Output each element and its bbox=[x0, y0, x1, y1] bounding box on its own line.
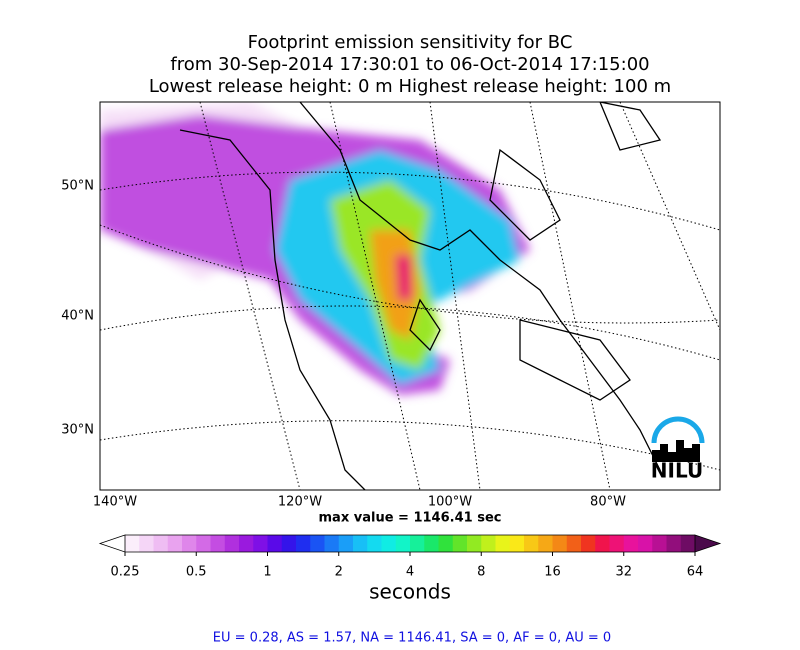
colorbar-tick-label: 8 bbox=[477, 565, 485, 580]
map-area bbox=[100, 102, 720, 490]
graticule bbox=[100, 102, 720, 490]
colorbar-label: seconds bbox=[369, 580, 451, 604]
colorbar-tick-label: 1 bbox=[263, 565, 271, 580]
colorbar-segment bbox=[623, 535, 639, 552]
colorbar-segment bbox=[324, 535, 340, 552]
colorbar-segment bbox=[666, 535, 682, 552]
colorbar-segment bbox=[281, 535, 297, 552]
colorbar-tick-label: 16 bbox=[544, 565, 561, 580]
lat-label: 50°N bbox=[61, 179, 94, 194]
colorbar-segment bbox=[310, 535, 325, 552]
nilu-logo: NILU bbox=[651, 416, 705, 483]
coastline bbox=[179, 102, 662, 490]
colorbar-segment bbox=[638, 535, 653, 552]
colorbar-segment bbox=[410, 535, 425, 552]
colorbar-over bbox=[694, 534, 722, 553]
lon-label: 140°W bbox=[93, 495, 137, 510]
colorbar: 0.25 0.5 1 2 4 8 16 32 64 bbox=[98, 534, 722, 580]
lon-label: 80°W bbox=[590, 495, 626, 510]
colorbar-segment bbox=[253, 535, 268, 552]
title-line: Lowest release height: 0 m Highest relea… bbox=[149, 76, 671, 97]
colorbar-segment bbox=[381, 535, 397, 552]
footer: EU = 0.28, AS = 1.57, NA = 1146.41, SA =… bbox=[213, 631, 611, 646]
colorbar-tick-label: 0.5 bbox=[186, 565, 207, 580]
colorbar-segment bbox=[239, 535, 254, 552]
colorbar-segment bbox=[452, 535, 468, 552]
colorbar-segment bbox=[538, 535, 553, 552]
colorbar-segment bbox=[609, 535, 625, 552]
colorbar-segment bbox=[338, 535, 354, 552]
colorbar-under bbox=[98, 534, 126, 553]
colorbar-segment bbox=[438, 535, 454, 552]
colorbar-segment bbox=[566, 535, 582, 552]
colorbar-segment bbox=[467, 535, 482, 552]
lat-label: 30°N bbox=[61, 423, 94, 438]
colorbar-segment bbox=[267, 535, 283, 552]
colorbar-segment bbox=[595, 535, 610, 552]
colorbar-segment bbox=[224, 535, 240, 552]
lat-label: 40°N bbox=[61, 309, 94, 324]
colorbar-tick-label: 32 bbox=[615, 565, 632, 580]
colorbar-segment bbox=[524, 535, 539, 552]
colorbar-segment bbox=[552, 535, 568, 552]
colorbar-segment bbox=[652, 535, 667, 552]
colorbar-segment bbox=[353, 535, 368, 552]
colorbar-segment bbox=[153, 535, 169, 552]
colorbar-segment bbox=[581, 535, 596, 552]
max-value: max value = 1146.41 sec bbox=[319, 511, 502, 526]
title-line: Footprint emission sensitivity for BC bbox=[248, 32, 573, 53]
colorbar-segment bbox=[125, 535, 140, 552]
colorbar-tick-label: 2 bbox=[335, 565, 343, 580]
colorbar-segment bbox=[210, 535, 226, 552]
colorbar-segment bbox=[196, 535, 211, 552]
colorbar-segment bbox=[424, 535, 439, 552]
colorbar-segment bbox=[395, 535, 411, 552]
map-frame bbox=[99, 101, 721, 491]
lon-label: 100°W bbox=[428, 495, 472, 510]
plume bbox=[100, 102, 530, 395]
colorbar-tick-label: 64 bbox=[687, 565, 704, 580]
colorbar-segment bbox=[680, 535, 696, 552]
colorbar-tick-label: 4 bbox=[406, 565, 414, 580]
colorbar-segment bbox=[481, 535, 496, 552]
colorbar-segment bbox=[509, 535, 525, 552]
logo-text: NILU bbox=[651, 459, 703, 483]
lon-label: 120°W bbox=[278, 495, 322, 510]
colorbar-tick-label: 0.25 bbox=[111, 565, 140, 580]
colorbar-segment bbox=[495, 535, 511, 552]
colorbar-segment bbox=[367, 535, 382, 552]
title-line: from 30-Sep-2014 17:30:01 to 06-Oct-2014… bbox=[170, 54, 649, 75]
colorbar-segment bbox=[182, 535, 197, 552]
colorbar-segment bbox=[296, 535, 311, 552]
colorbar-segment bbox=[167, 535, 183, 552]
colorbar-segment bbox=[139, 535, 154, 552]
